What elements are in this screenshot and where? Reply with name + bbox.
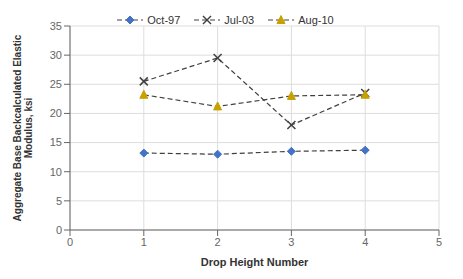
html-text:Jul-03: Jul-03	[224, 14, 255, 26]
svg-text:Drop Height Number: Drop Height Number	[201, 256, 309, 268]
svg-text:20: 20	[50, 107, 62, 119]
html-text:Oct-97: Oct-97	[147, 14, 181, 26]
svg-text:5: 5	[436, 236, 442, 248]
svg-text:1: 1	[141, 236, 147, 248]
svg-text:3: 3	[288, 236, 294, 248]
svg-text:5: 5	[56, 195, 62, 207]
html-text:Aug-10: Aug-10	[298, 14, 334, 26]
svg-text:0: 0	[67, 236, 73, 248]
svg-text:10: 10	[50, 166, 62, 178]
svg-text:2: 2	[215, 236, 221, 248]
svg-text:35: 35	[50, 20, 62, 32]
svg-text:15: 15	[50, 136, 62, 148]
svg-text:4: 4	[362, 236, 368, 248]
svg-text:0: 0	[56, 224, 62, 236]
svg-text:Aggregate Base Backcalculated: Aggregate Base Backcalculated ElasticMod…	[12, 34, 34, 221]
svg-text:25: 25	[50, 78, 62, 90]
svg-text:30: 30	[50, 49, 62, 61]
